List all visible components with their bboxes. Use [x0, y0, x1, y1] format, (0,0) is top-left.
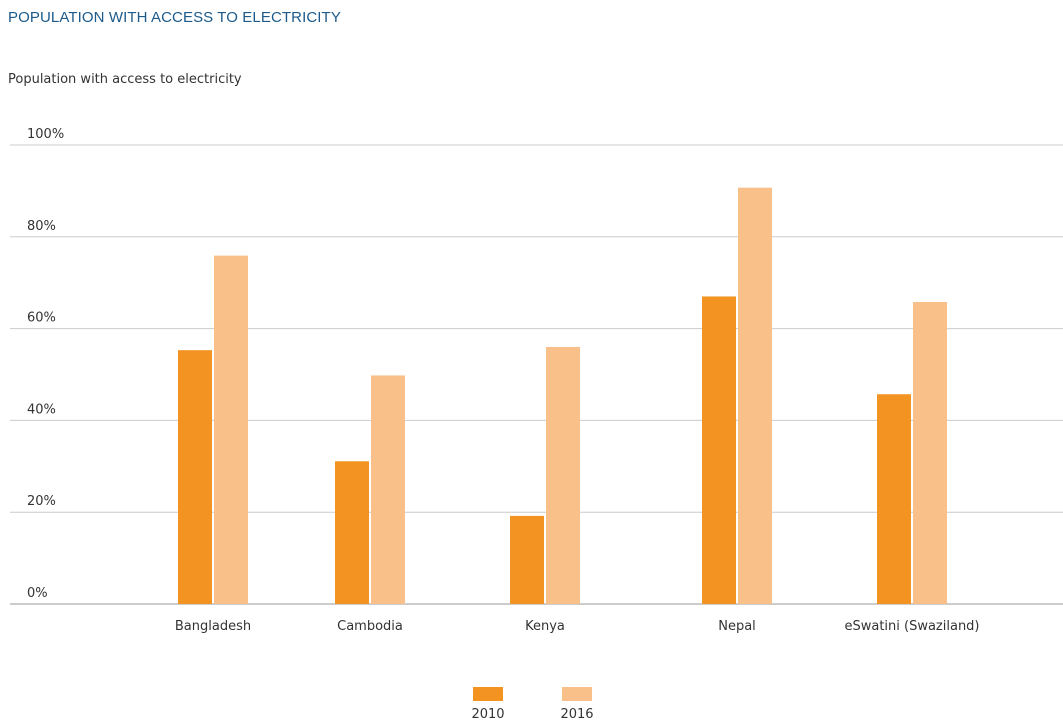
- bar-2010-bangladesh: [178, 350, 212, 604]
- bar-2016-cambodia: [371, 375, 405, 604]
- bar-2010-eswatini-swaziland-: [877, 394, 911, 604]
- bar-2016-eswatini-swaziland-: [913, 301, 947, 604]
- bar-2016-bangladesh: [214, 255, 248, 604]
- y-tick-label: 100%: [27, 127, 64, 142]
- y-tick-label: 0%: [27, 586, 48, 601]
- chart-subtitle: Population with access to electricity: [8, 72, 242, 87]
- x-category-label: eSwatini (Swaziland): [844, 619, 979, 634]
- legend-label: 2016: [560, 707, 593, 720]
- x-category-label: Kenya: [525, 619, 565, 634]
- bar-2010-kenya: [510, 515, 544, 604]
- x-category-label: Bangladesh: [175, 619, 251, 634]
- legend-swatch-2016: [562, 687, 592, 701]
- bar-2016-kenya: [546, 346, 580, 604]
- legend-label: 2010: [471, 707, 504, 720]
- y-tick-label: 80%: [27, 219, 56, 234]
- legend-swatch-2010: [473, 687, 503, 701]
- x-category-label: Cambodia: [337, 619, 403, 634]
- x-category-label: Nepal: [718, 619, 756, 634]
- bar-2010-cambodia: [335, 461, 369, 604]
- bar-2016-nepal: [738, 187, 772, 604]
- chart-title: POPULATION WITH ACCESS TO ELECTRICITY: [8, 9, 341, 26]
- bar-2010-nepal: [702, 296, 736, 604]
- y-tick-label: 60%: [27, 311, 56, 326]
- y-tick-label: 40%: [27, 402, 56, 417]
- y-tick-label: 20%: [27, 494, 56, 509]
